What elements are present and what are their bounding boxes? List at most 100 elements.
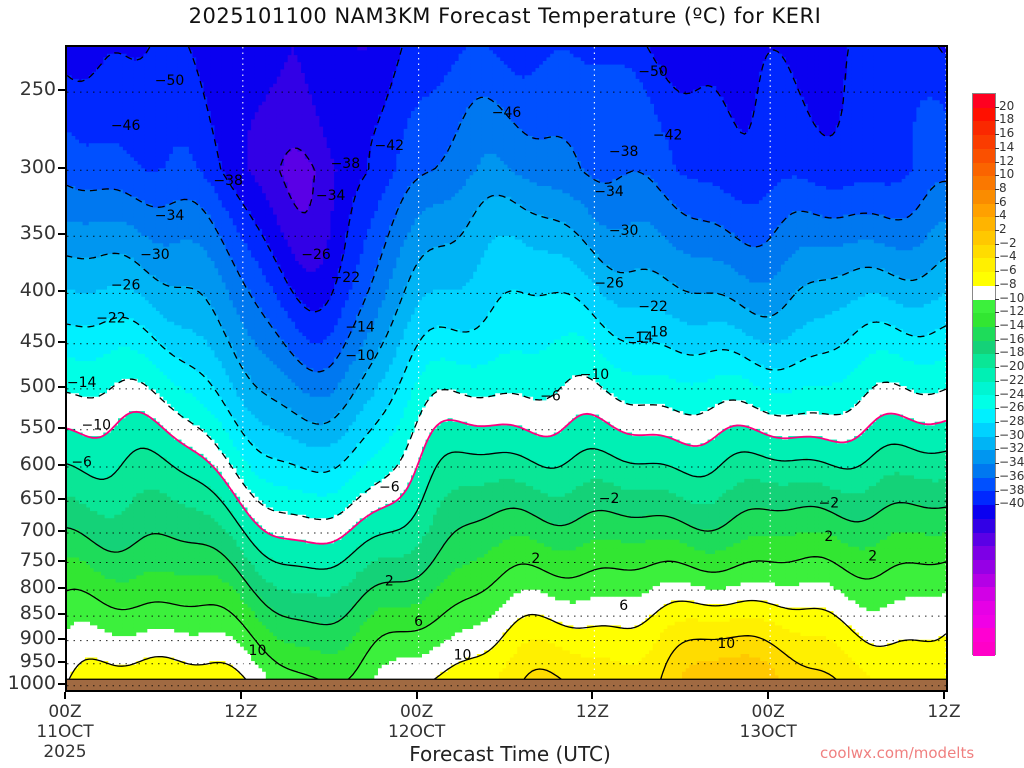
colorbar-dash--24 xyxy=(995,394,999,396)
colorbar-tick--12: −12 xyxy=(999,304,1024,319)
colorbar-tick--32: −32 xyxy=(999,441,1024,456)
x-tick-time: 00Z xyxy=(48,702,82,722)
colorbar-swatch-9 xyxy=(973,217,995,232)
contour-label-2: 2 xyxy=(868,549,877,565)
y-tick-label-550: 550 xyxy=(19,415,56,438)
colorbar-dash-12 xyxy=(995,161,999,163)
colorbar-tick--22: −22 xyxy=(999,372,1024,387)
y-tick-label-650: 650 xyxy=(19,487,56,510)
isotherm--6-0 xyxy=(67,290,946,474)
contour-label--38: −38 xyxy=(331,156,361,172)
x-tick-time: 12Z xyxy=(927,702,961,722)
colorbar-dash-2 xyxy=(995,230,999,232)
contour-label--46: −46 xyxy=(492,105,522,121)
x-tick-label-1: 12Z xyxy=(181,702,301,722)
x-tick-time: 12Z xyxy=(575,702,610,722)
colorbar-dash--22 xyxy=(995,380,999,382)
contour-label-10: 10 xyxy=(454,648,472,664)
colorbar-tick-6: 6 xyxy=(999,194,1007,209)
contour-label--6: −6 xyxy=(379,480,400,496)
colorbar-tick--40: −40 xyxy=(999,496,1024,511)
temperature-band--18 xyxy=(67,47,946,345)
colorbar-dash-10 xyxy=(995,175,999,177)
colorbar-tick--10: −10 xyxy=(999,290,1024,305)
isotherm--14-0 xyxy=(67,96,946,373)
isotherm-2-0 xyxy=(67,443,946,570)
colorbar-swatch-8 xyxy=(973,203,995,218)
y-tick-label-1000: 1000 xyxy=(7,671,56,694)
y-tick-mark-800 xyxy=(58,587,65,590)
colorbar-swatch-26 xyxy=(973,450,995,464)
colorbar-swatch-35 xyxy=(973,573,995,588)
contour-label-2: 2 xyxy=(385,573,394,589)
colorbar-dash--2 xyxy=(995,243,999,245)
colorbar-dash--38 xyxy=(995,490,999,492)
colorbar-swatch-36 xyxy=(973,587,995,602)
y-tick-mark-650 xyxy=(58,498,65,501)
contour-label-10: 10 xyxy=(249,643,267,659)
colorbar-tick--2: −2 xyxy=(999,235,1017,250)
y-tick-mark-600 xyxy=(58,463,65,466)
y-tick-mark-900 xyxy=(58,637,65,640)
y-tick-label-600: 600 xyxy=(19,452,56,475)
colorbar-tick-16: 16 xyxy=(999,126,1015,141)
colorbar-swatch-21 xyxy=(973,381,995,396)
x-tick-label-2: 00Z 12OCT xyxy=(357,702,477,742)
x-tick-year: 2025 xyxy=(43,742,87,762)
colorbar-tick-2: 2 xyxy=(999,222,1007,237)
x-tick-mark-5 xyxy=(943,692,945,699)
y-tick-label-300: 300 xyxy=(19,156,56,179)
x-tick-label-3: 12Z xyxy=(532,702,652,722)
colorbar-tick-18: 18 xyxy=(999,112,1015,127)
colorbar-dash-8 xyxy=(995,188,999,190)
colorbar-swatch-16 xyxy=(973,313,995,327)
contour-label--6: −6 xyxy=(540,389,561,405)
contour-label--30: −30 xyxy=(140,247,170,263)
isotherm--18-1 xyxy=(188,47,403,313)
contour-label--26: −26 xyxy=(111,278,141,294)
colorbar-tick--14: −14 xyxy=(999,318,1024,333)
y-tick-mark-850 xyxy=(58,613,65,616)
colorbar-tick--30: −30 xyxy=(999,427,1024,442)
colorbar-dash--36 xyxy=(995,476,999,478)
contour-label--34: −34 xyxy=(155,208,185,224)
colorbar-dash--34 xyxy=(995,463,999,465)
contour-label--2: −2 xyxy=(599,491,620,507)
colorbar-tick--36: −36 xyxy=(999,468,1024,483)
colorbar-dash--20 xyxy=(995,367,999,369)
isotherm-14-0 xyxy=(403,599,946,690)
colorbar-swatch-12 xyxy=(973,258,995,273)
colorbar-tick--24: −24 xyxy=(999,386,1024,401)
x-tick-time: 00Z xyxy=(751,702,785,722)
colorbar-tick-14: 14 xyxy=(999,139,1015,154)
contour-label--26: −26 xyxy=(301,247,331,263)
colorbar-tick-4: 4 xyxy=(999,208,1007,223)
y-tick-mark-750 xyxy=(58,559,65,562)
x-tick-time: 00Z xyxy=(399,702,434,722)
colorbar-dash--14 xyxy=(995,326,999,328)
colorbar-swatch-25 xyxy=(973,436,995,451)
colorbar-swatch-15 xyxy=(973,299,995,314)
contour-label-6: 6 xyxy=(619,598,628,614)
colorbar-swatch-32 xyxy=(973,532,995,547)
contour-label--14: −14 xyxy=(624,330,654,346)
colorbar-swatch-23 xyxy=(973,409,995,423)
x-tick-mark-3 xyxy=(591,692,594,699)
colorbar-dash--28 xyxy=(995,421,999,423)
colorbar-swatch-1 xyxy=(973,107,995,122)
page-title: 2025101100 NAM3KM Forecast Temperature (… xyxy=(188,4,822,28)
colorbar-dash--12 xyxy=(995,312,999,314)
colorbar-swatch-40 xyxy=(973,642,995,656)
isotherm-14-1 xyxy=(67,655,256,690)
contour-label--10: −10 xyxy=(82,417,112,433)
contour-label--38: −38 xyxy=(609,144,639,160)
colorbar-swatch-4 xyxy=(973,148,995,163)
colorbar-swatch-33 xyxy=(973,546,995,560)
colorbar-dash--26 xyxy=(995,408,999,410)
colorbar-swatch-38 xyxy=(973,614,995,629)
contour-label--42: −42 xyxy=(375,138,405,154)
y-tick-mark-450 xyxy=(58,340,65,343)
colorbar-swatch-24 xyxy=(973,422,995,437)
y-tick-mark-350 xyxy=(58,233,65,236)
colorbar-tick--20: −20 xyxy=(999,359,1024,374)
